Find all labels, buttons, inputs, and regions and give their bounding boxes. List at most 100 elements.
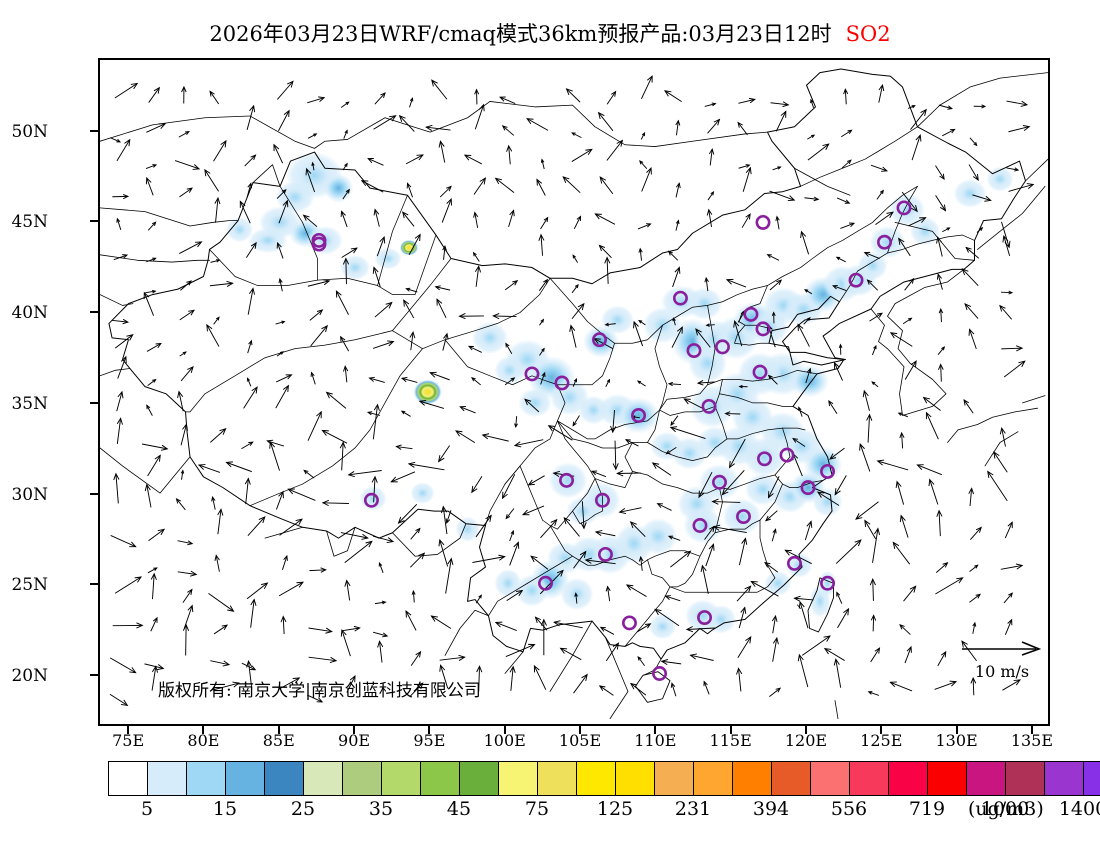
station-marker[interactable] (597, 546, 613, 562)
x-axis-tick-label: 105E (558, 731, 602, 750)
wind-vector (146, 123, 167, 133)
station-marker[interactable] (779, 447, 795, 463)
wind-vector (689, 653, 714, 661)
wind-vector (771, 614, 778, 634)
concentration-patch (600, 305, 635, 335)
wind-vector (533, 664, 547, 690)
station-marker[interactable] (621, 615, 637, 631)
station-marker[interactable] (755, 321, 771, 337)
station-marker[interactable] (631, 408, 646, 423)
station-marker[interactable] (311, 232, 327, 248)
wind-vector (182, 588, 193, 603)
colorbar-tick-label: 1400 (1058, 798, 1100, 820)
wind-vector (565, 88, 581, 103)
station-marker[interactable] (820, 463, 835, 479)
wind-vector (594, 530, 616, 537)
wind-vector (439, 185, 452, 198)
concentration-field (225, 152, 1014, 640)
wind-vector (276, 189, 287, 199)
wind-vector (540, 618, 547, 656)
station-marker[interactable] (820, 575, 835, 591)
wind-vector (683, 398, 706, 410)
station-marker[interactable] (554, 375, 570, 391)
wind-vector (663, 90, 682, 103)
wind-vector (403, 299, 415, 319)
station-marker[interactable] (787, 555, 802, 571)
wind-vector (213, 139, 227, 162)
wind-vector (476, 665, 483, 692)
station-marker[interactable] (800, 480, 816, 496)
wind-vector (281, 554, 288, 570)
concentration-patch (471, 321, 508, 355)
wind-vector (471, 377, 481, 386)
wind-vector (246, 582, 269, 600)
station-marker[interactable] (595, 492, 610, 508)
station-marker[interactable] (672, 290, 688, 306)
y-axis-tick-mark (90, 220, 98, 223)
wind-vector (534, 616, 548, 631)
wind-vector (807, 143, 830, 161)
x-axis-tick-mark (880, 726, 883, 734)
x-axis-tick-label: 95E (413, 731, 446, 750)
wind-vector (244, 154, 257, 167)
station-marker[interactable] (896, 200, 912, 216)
colorbar-swatch (889, 762, 928, 795)
station-marker[interactable] (686, 343, 702, 359)
wind-vector (501, 474, 516, 500)
station-marker[interactable] (877, 234, 892, 250)
wind-vector (705, 543, 715, 567)
wind-vector (571, 148, 593, 162)
wind-vector (833, 658, 842, 688)
wind-vector (869, 578, 876, 601)
x-axis-tick-label: 90E (338, 731, 371, 750)
concentration-patch (248, 227, 288, 254)
station-marker[interactable] (712, 474, 727, 490)
wind-vector (372, 266, 381, 288)
station-marker[interactable] (692, 518, 708, 533)
wind-vector (376, 235, 386, 257)
wind-vector (604, 256, 611, 284)
wind-vector (400, 377, 418, 383)
station-marker[interactable] (652, 666, 668, 681)
station-marker[interactable] (743, 306, 759, 322)
wind-vector (767, 374, 778, 385)
wind-vector (569, 324, 577, 348)
wind-vector (174, 160, 201, 170)
station-marker[interactable] (755, 214, 771, 230)
station-marker[interactable] (715, 339, 730, 355)
wind-vector (876, 459, 909, 471)
wind-arrow-icon (962, 641, 1042, 656)
wind-vector (750, 580, 779, 597)
wind-vector (1001, 221, 1011, 249)
wind-vector (563, 516, 580, 537)
wind-vector (916, 464, 943, 476)
wind-vector (287, 488, 316, 501)
station-marker[interactable] (701, 398, 717, 414)
wind-vector (501, 125, 515, 136)
station-marker[interactable] (752, 364, 768, 380)
wind-vector (540, 216, 549, 230)
wind-vector (402, 211, 415, 227)
wind-vector (922, 396, 941, 411)
wind-vector (151, 665, 159, 691)
station-marker[interactable] (848, 272, 864, 288)
wind-vector (509, 541, 520, 566)
x-axis-tick-mark (579, 726, 582, 734)
wind-vector (213, 316, 220, 325)
station-marker[interactable] (524, 366, 540, 382)
station-marker[interactable] (559, 472, 574, 488)
wind-vector (772, 166, 782, 171)
wind-vector (889, 332, 913, 347)
station-marker[interactable] (363, 492, 379, 508)
station-marker[interactable] (757, 451, 772, 467)
wind-vector (144, 663, 165, 671)
station-marker[interactable] (592, 332, 607, 348)
wind-vector (241, 662, 257, 671)
wind-vector (837, 607, 850, 629)
station-marker[interactable] (697, 610, 713, 625)
wind-vector (999, 427, 1006, 447)
wind-vector (278, 581, 304, 597)
wind-vector (411, 589, 416, 603)
station-marker[interactable] (538, 575, 553, 591)
station-marker[interactable] (736, 509, 751, 525)
